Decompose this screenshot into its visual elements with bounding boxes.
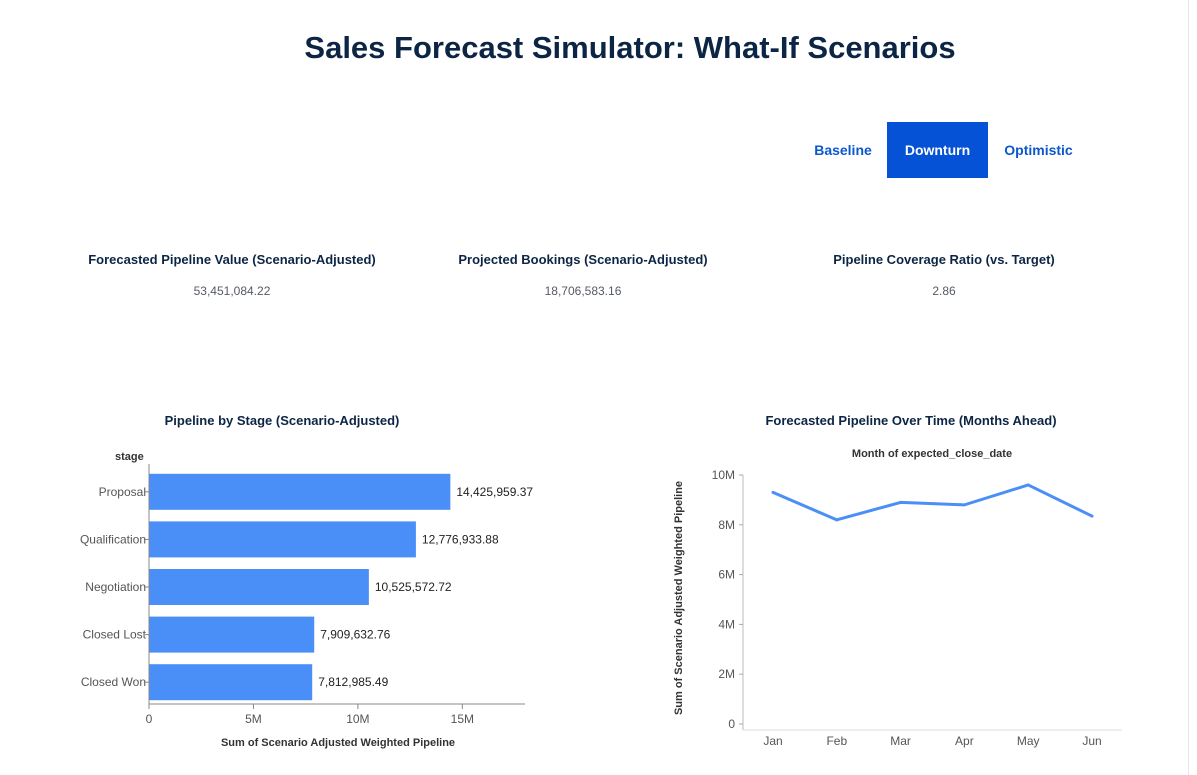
- kpi-label: Forecasted Pipeline Value (Scenario-Adju…: [88, 252, 376, 267]
- bar-closed-won: [149, 664, 313, 701]
- tab-baseline[interactable]: Baseline: [799, 122, 887, 178]
- line-chart-subtitle: Month of expected_close_date: [852, 448, 1012, 460]
- data-label: 10,525,572.72: [375, 580, 452, 594]
- scrollbar-track[interactable]: [1188, 0, 1189, 775]
- y-tick-label: 4M: [718, 617, 735, 631]
- y-tick-label: Closed Won: [81, 675, 146, 689]
- kpi-label: Projected Bookings (Scenario-Adjusted): [458, 252, 708, 267]
- data-point-feb: [835, 518, 839, 522]
- kpi-value: 18,706,583.16: [544, 284, 622, 298]
- data-point-apr: [962, 503, 966, 507]
- x-tick-label: May: [1017, 734, 1040, 748]
- y-tick-label: 0: [728, 717, 735, 731]
- bar-qualification: [149, 521, 416, 558]
- x-axis-title: Sum of Scenario Adjusted Weighted Pipeli…: [221, 737, 455, 749]
- tab-downturn[interactable]: Downturn: [887, 122, 988, 178]
- kpi-projected-bookings: Projected Bookings (Scenario-Adjusted) 1…: [423, 252, 743, 298]
- kpi-pipeline-value: Forecasted Pipeline Value (Scenario-Adju…: [72, 252, 392, 298]
- kpi-label: Pipeline Coverage Ratio (vs. Target): [833, 252, 1055, 267]
- x-tick-label: Jan: [763, 734, 782, 748]
- y-axis-title: Sum of Scenario Adjusted Weighted Pipeli…: [673, 481, 685, 715]
- y-tick-label: Qualification: [80, 532, 146, 546]
- x-tick-label: 5M: [245, 712, 262, 726]
- data-point-jun: [1090, 514, 1094, 518]
- y-tick-label: 6M: [718, 568, 735, 582]
- bar-chart: stage Proposal 14,425,959.37 Qualification 1…: [80, 451, 533, 749]
- bar-proposal: [149, 473, 451, 510]
- x-tick-label: Mar: [890, 734, 911, 748]
- kpi-coverage-ratio: Pipeline Coverage Ratio (vs. Target) 2.8…: [784, 252, 1104, 298]
- bar-chart-title: Pipeline by Stage (Scenario-Adjusted): [164, 413, 400, 428]
- y-tick-label: Closed Lost: [83, 628, 147, 642]
- data-label: 7,909,632.76: [320, 628, 390, 642]
- data-point-jan: [771, 490, 775, 494]
- data-point-mar: [899, 500, 903, 504]
- kpi-value: 53,451,084.22: [193, 284, 271, 298]
- series-line: [772, 483, 1093, 522]
- kpi-value: 2.86: [932, 284, 956, 298]
- y-tick-label: 10M: [712, 468, 735, 482]
- y-tick-label: 2M: [718, 667, 735, 681]
- x-tick-label: 0: [146, 712, 153, 726]
- bar-closed-lost: [149, 616, 315, 653]
- data-point-may: [1026, 483, 1030, 487]
- x-tick-label: 15M: [451, 712, 474, 726]
- x-tick-label: Jun: [1082, 734, 1101, 748]
- bar-negotiation: [149, 569, 369, 605]
- data-label: 14,425,959.37: [456, 485, 533, 499]
- data-label: 12,776,933.88: [422, 532, 499, 546]
- page-title: Sales Forecast Simulator: What-If Scenar…: [304, 30, 956, 65]
- tab-optimistic[interactable]: Optimistic: [988, 122, 1089, 178]
- y-tick-label: Proposal: [99, 485, 146, 499]
- y-axis-title: stage: [115, 451, 144, 463]
- y-tick-label: 8M: [718, 518, 735, 532]
- x-tick-label: Feb: [826, 734, 847, 748]
- line-chart-title: Forecasted Pipeline Over Time (Months Ah…: [765, 413, 1057, 428]
- line-chart: Month of expected_close_date 0 2M 4M 6M 8M 10M…: [673, 448, 1122, 748]
- y-tick-label: Negotiation: [85, 580, 146, 594]
- data-label: 7,812,985.49: [318, 675, 388, 689]
- scenario-tabs: Baseline Downturn Optimistic: [799, 122, 1089, 178]
- x-tick-label: 10M: [346, 712, 369, 726]
- x-tick-label: Apr: [955, 734, 974, 748]
